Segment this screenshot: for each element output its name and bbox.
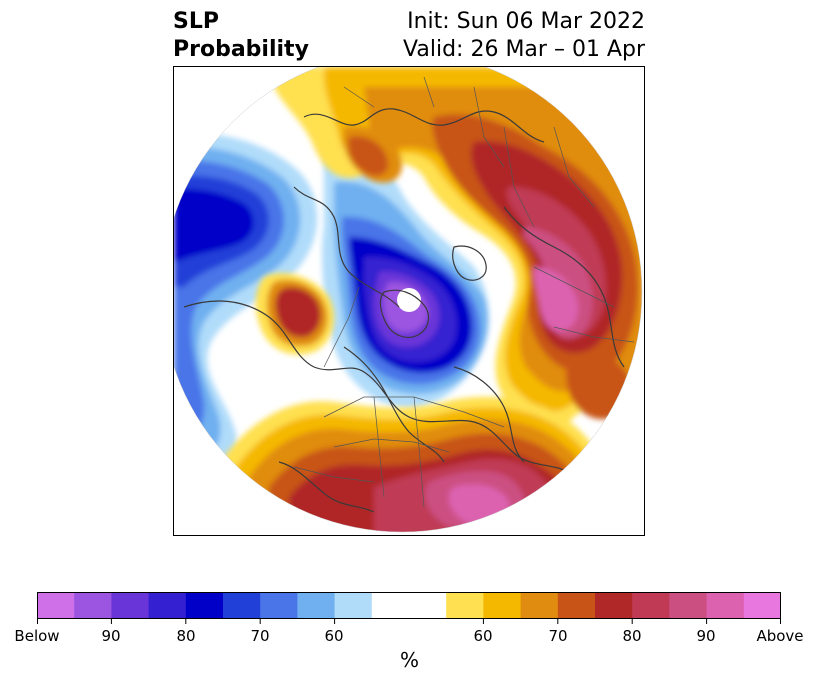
probability-field — [174, 67, 642, 532]
colorbar-swatch — [446, 592, 484, 619]
plot-title: SLP Probability — [173, 8, 309, 64]
colorbar-swatch — [706, 592, 745, 619]
title-line-2: Probability — [173, 37, 309, 62]
colorbar-swatch — [148, 592, 187, 619]
colorbar-swatch — [185, 592, 224, 619]
political-borders — [293, 76, 635, 508]
colorbar-swatch — [37, 592, 75, 619]
colorbar-swatch — [297, 592, 336, 619]
tick-label-below-80: 80 — [176, 627, 196, 645]
probability-map — [174, 67, 643, 533]
tick-label-above-60: 60 — [473, 627, 493, 645]
valid-date: Valid: 26 Mar – 01 Apr — [403, 37, 645, 62]
colorbar-swatch — [669, 592, 708, 619]
below-normal-regions — [174, 100, 489, 478]
colorbar-swatch — [743, 592, 781, 619]
forecast-dates: Init: Sun 06 Mar 2022 Valid: 26 Mar – 01… — [403, 8, 645, 64]
colorbar-swatch — [595, 592, 633, 619]
map-boundary — [174, 67, 643, 533]
colorbar-border — [37, 592, 781, 619]
tick-label-above-80: 80 — [622, 627, 642, 645]
colorbar — [37, 592, 781, 619]
tick-label-below-90: 90 — [101, 627, 121, 645]
tick-label-below-70: 70 — [250, 627, 270, 645]
tick-label-above: Above — [756, 627, 804, 645]
colorbar-unit-label: % — [399, 648, 419, 672]
colorbar-swatch — [557, 592, 596, 619]
tick-label-above-90: 90 — [696, 627, 716, 645]
colorbar-swatch — [260, 592, 298, 619]
colorbar-tick-labels: Below 90 80 70 60 60 70 80 90 Above — [0, 627, 819, 647]
colorbar-swatch — [409, 592, 447, 619]
tick-label-below-60: 60 — [324, 627, 344, 645]
tick-label-below: Below — [14, 627, 60, 645]
coastlines — [183, 108, 625, 513]
init-date: Init: Sun 06 Mar 2022 — [407, 9, 645, 34]
colorbar-swatch — [520, 592, 559, 619]
colorbar-ticks — [37, 619, 781, 624]
colorbar-swatch — [334, 592, 373, 619]
colorbar-swatch — [111, 592, 150, 619]
white-spot — [397, 288, 421, 312]
colorbar-swatch — [371, 592, 410, 619]
tick-label-above-70: 70 — [548, 627, 568, 645]
title-line-1: SLP — [173, 9, 219, 34]
colorbar-swatch — [223, 592, 261, 619]
map-panel — [173, 66, 645, 536]
colorbar-swatch — [632, 592, 670, 619]
colorbar-swatch — [74, 592, 112, 619]
colorbar-swatch — [483, 592, 522, 619]
